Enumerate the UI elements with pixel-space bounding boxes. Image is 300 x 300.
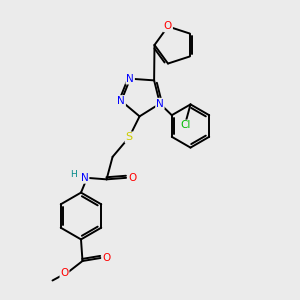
Text: O: O xyxy=(128,173,136,183)
Text: N: N xyxy=(81,173,88,183)
Text: Cl: Cl xyxy=(181,120,191,130)
Text: N: N xyxy=(117,96,125,106)
Text: O: O xyxy=(164,22,172,32)
Text: O: O xyxy=(60,268,69,278)
Text: H: H xyxy=(70,170,77,179)
Text: O: O xyxy=(102,253,111,263)
Text: S: S xyxy=(125,132,133,142)
Text: N: N xyxy=(126,74,134,84)
Text: N: N xyxy=(156,99,164,109)
